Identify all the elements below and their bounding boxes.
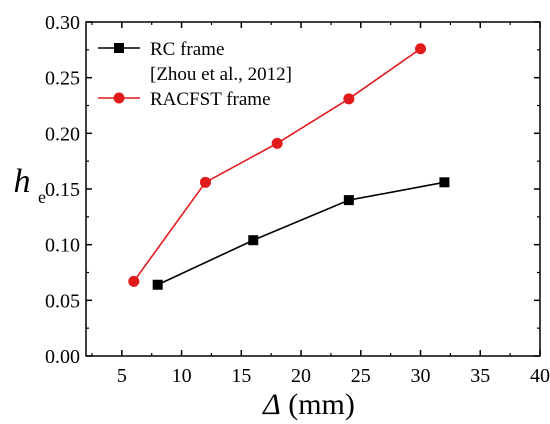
data-point [343, 93, 355, 105]
x-tick-label: 15 [231, 365, 251, 387]
x-axis-ticks: 5 10 15 20 25 30 35 40 [91, 22, 550, 387]
legend-marker-rc [114, 43, 124, 53]
legend-label-racfst: RACFST frame [150, 89, 271, 110]
y-tick-label: 0.15 [45, 179, 80, 201]
series-racfst-frame [128, 43, 427, 287]
x-axis-label-symbol: Δ [262, 388, 281, 421]
y-axis-label-sub: e [38, 187, 46, 207]
series-line [157, 181, 445, 286]
data-point [343, 195, 354, 206]
legend: RC frame [Zhou et al., 2012] RACFST frame [98, 39, 292, 110]
data-point [199, 176, 211, 188]
x-tick-label: 10 [172, 365, 192, 387]
data-point [248, 235, 259, 246]
x-tick-label: 40 [530, 365, 550, 387]
y-tick-label: 0.00 [45, 346, 80, 368]
x-tick-label: 35 [470, 365, 490, 387]
y-axis-label-main: h [14, 163, 31, 200]
x-tick-label: 20 [291, 365, 311, 387]
data-point [271, 137, 283, 149]
y-tick-label: 0.30 [45, 12, 80, 34]
x-axis-label: Δ (mm) [262, 388, 355, 421]
series-rc-frame [152, 177, 450, 290]
y-tick-label: 0.10 [45, 235, 80, 257]
y-axis-ticks: 0.00 0.05 0.10 0.15 0.20 0.25 0.30 [45, 12, 540, 368]
data-point [152, 279, 163, 290]
x-tick-label: 30 [411, 365, 431, 387]
x-tick-label: 25 [351, 365, 371, 387]
y-tick-label: 0.25 [45, 68, 80, 90]
data-point [439, 177, 450, 188]
x-tick-label: 5 [117, 365, 127, 387]
legend-marker-racfst [113, 92, 125, 104]
legend-label-rc-line2: [Zhou et al., 2012] [150, 64, 292, 85]
series-layer [128, 43, 450, 290]
legend-label-rc: RC frame [150, 39, 224, 60]
y-axis-label: h [14, 163, 31, 200]
x-axis-label-unit: (mm) [281, 388, 355, 421]
data-point [415, 43, 427, 55]
y-tick-label: 0.20 [45, 123, 80, 145]
data-point [128, 275, 140, 287]
y-tick-label: 0.05 [45, 290, 80, 312]
